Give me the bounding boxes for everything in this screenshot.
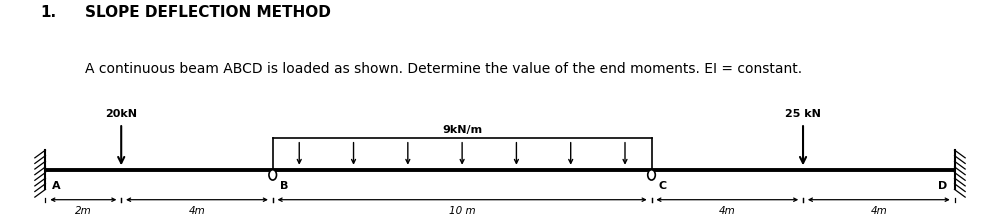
Text: 4m: 4m [870,206,887,216]
Text: 25 kN: 25 kN [785,109,821,119]
Text: 2m: 2m [75,206,92,216]
Text: 9kN/m: 9kN/m [442,125,482,135]
Text: A continuous beam ABCD is loaded as shown. Determine the value of the end moment: A continuous beam ABCD is loaded as show… [85,62,802,76]
Text: 4m: 4m [719,206,736,216]
Text: 10 m: 10 m [449,206,475,216]
Circle shape [269,170,277,180]
Text: 4m: 4m [189,206,205,216]
Text: C: C [658,181,666,191]
Text: 20kN: 20kN [105,109,137,119]
Text: D: D [938,181,948,191]
Text: 1.: 1. [40,5,56,20]
Text: B: B [280,181,288,191]
Text: A: A [52,181,61,191]
Text: SLOPE DEFLECTION METHOD: SLOPE DEFLECTION METHOD [85,5,331,20]
Circle shape [648,170,655,180]
